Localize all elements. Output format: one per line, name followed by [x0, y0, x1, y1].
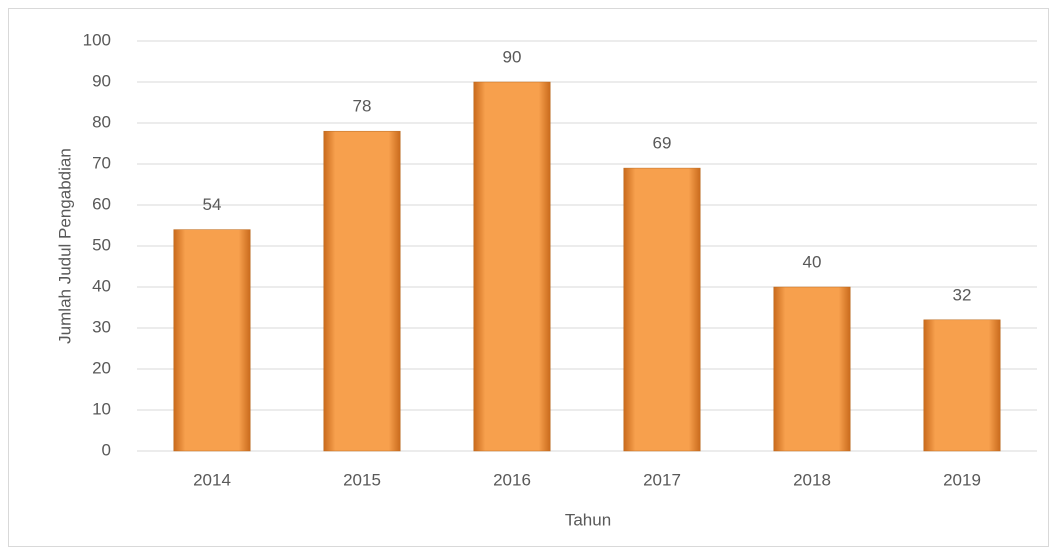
x-tick-label: 2015: [343, 470, 381, 489]
y-tick-label: 50: [92, 235, 111, 254]
y-tick-label: 90: [92, 71, 111, 90]
data-label: 69: [653, 134, 672, 153]
y-tick-label: 100: [83, 30, 111, 49]
x-axis-label: Tahun: [565, 510, 611, 529]
data-label: 40: [803, 252, 822, 271]
y-tick-label: 30: [92, 317, 111, 336]
data-label: 78: [353, 97, 372, 116]
y-tick-label: 60: [92, 194, 111, 213]
bar: [623, 167, 701, 452]
y-tick-label: 40: [92, 276, 111, 295]
x-tick-label: 2016: [493, 470, 531, 489]
bar: [923, 319, 1001, 452]
y-tick-label: 10: [92, 399, 111, 418]
bar: [173, 229, 251, 452]
data-label: 90: [503, 47, 522, 66]
y-tick-label: 80: [92, 112, 111, 131]
y-tick-label: 20: [92, 358, 111, 377]
x-tick-label: 2017: [643, 470, 681, 489]
x-tick-label: 2019: [943, 470, 981, 489]
bar: [773, 286, 851, 452]
bar: [473, 81, 551, 452]
bar: [323, 130, 401, 452]
y-axis-label: Jumlah Judul Pengabdian: [55, 148, 74, 344]
data-label: 32: [953, 285, 972, 304]
data-label: 54: [203, 195, 222, 214]
y-tick-label: 0: [102, 440, 111, 459]
y-tick-label: 70: [92, 153, 111, 172]
x-tick-label: 2014: [193, 470, 231, 489]
x-tick-label: 2018: [793, 470, 831, 489]
